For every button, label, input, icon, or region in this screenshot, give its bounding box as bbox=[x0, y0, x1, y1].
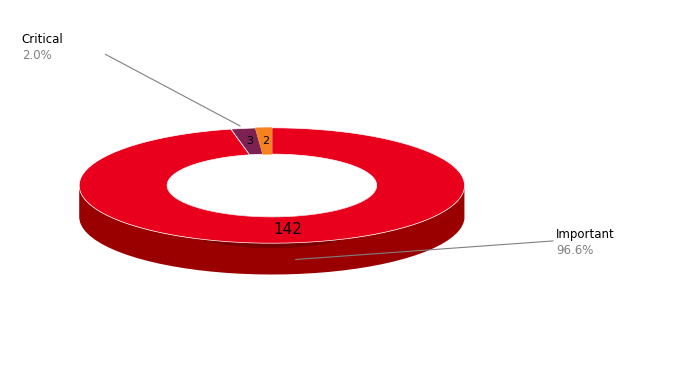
Text: Critical: Critical bbox=[22, 33, 63, 46]
Text: 2: 2 bbox=[262, 136, 269, 146]
Polygon shape bbox=[79, 187, 464, 275]
Text: 3: 3 bbox=[246, 137, 253, 147]
Text: 2.0%: 2.0% bbox=[22, 49, 52, 62]
Text: 142: 142 bbox=[274, 222, 302, 237]
Polygon shape bbox=[231, 128, 263, 155]
Polygon shape bbox=[79, 128, 464, 243]
Text: 96.6%: 96.6% bbox=[556, 244, 593, 257]
Text: Important: Important bbox=[556, 228, 614, 241]
Polygon shape bbox=[255, 128, 272, 154]
Polygon shape bbox=[167, 186, 377, 248]
